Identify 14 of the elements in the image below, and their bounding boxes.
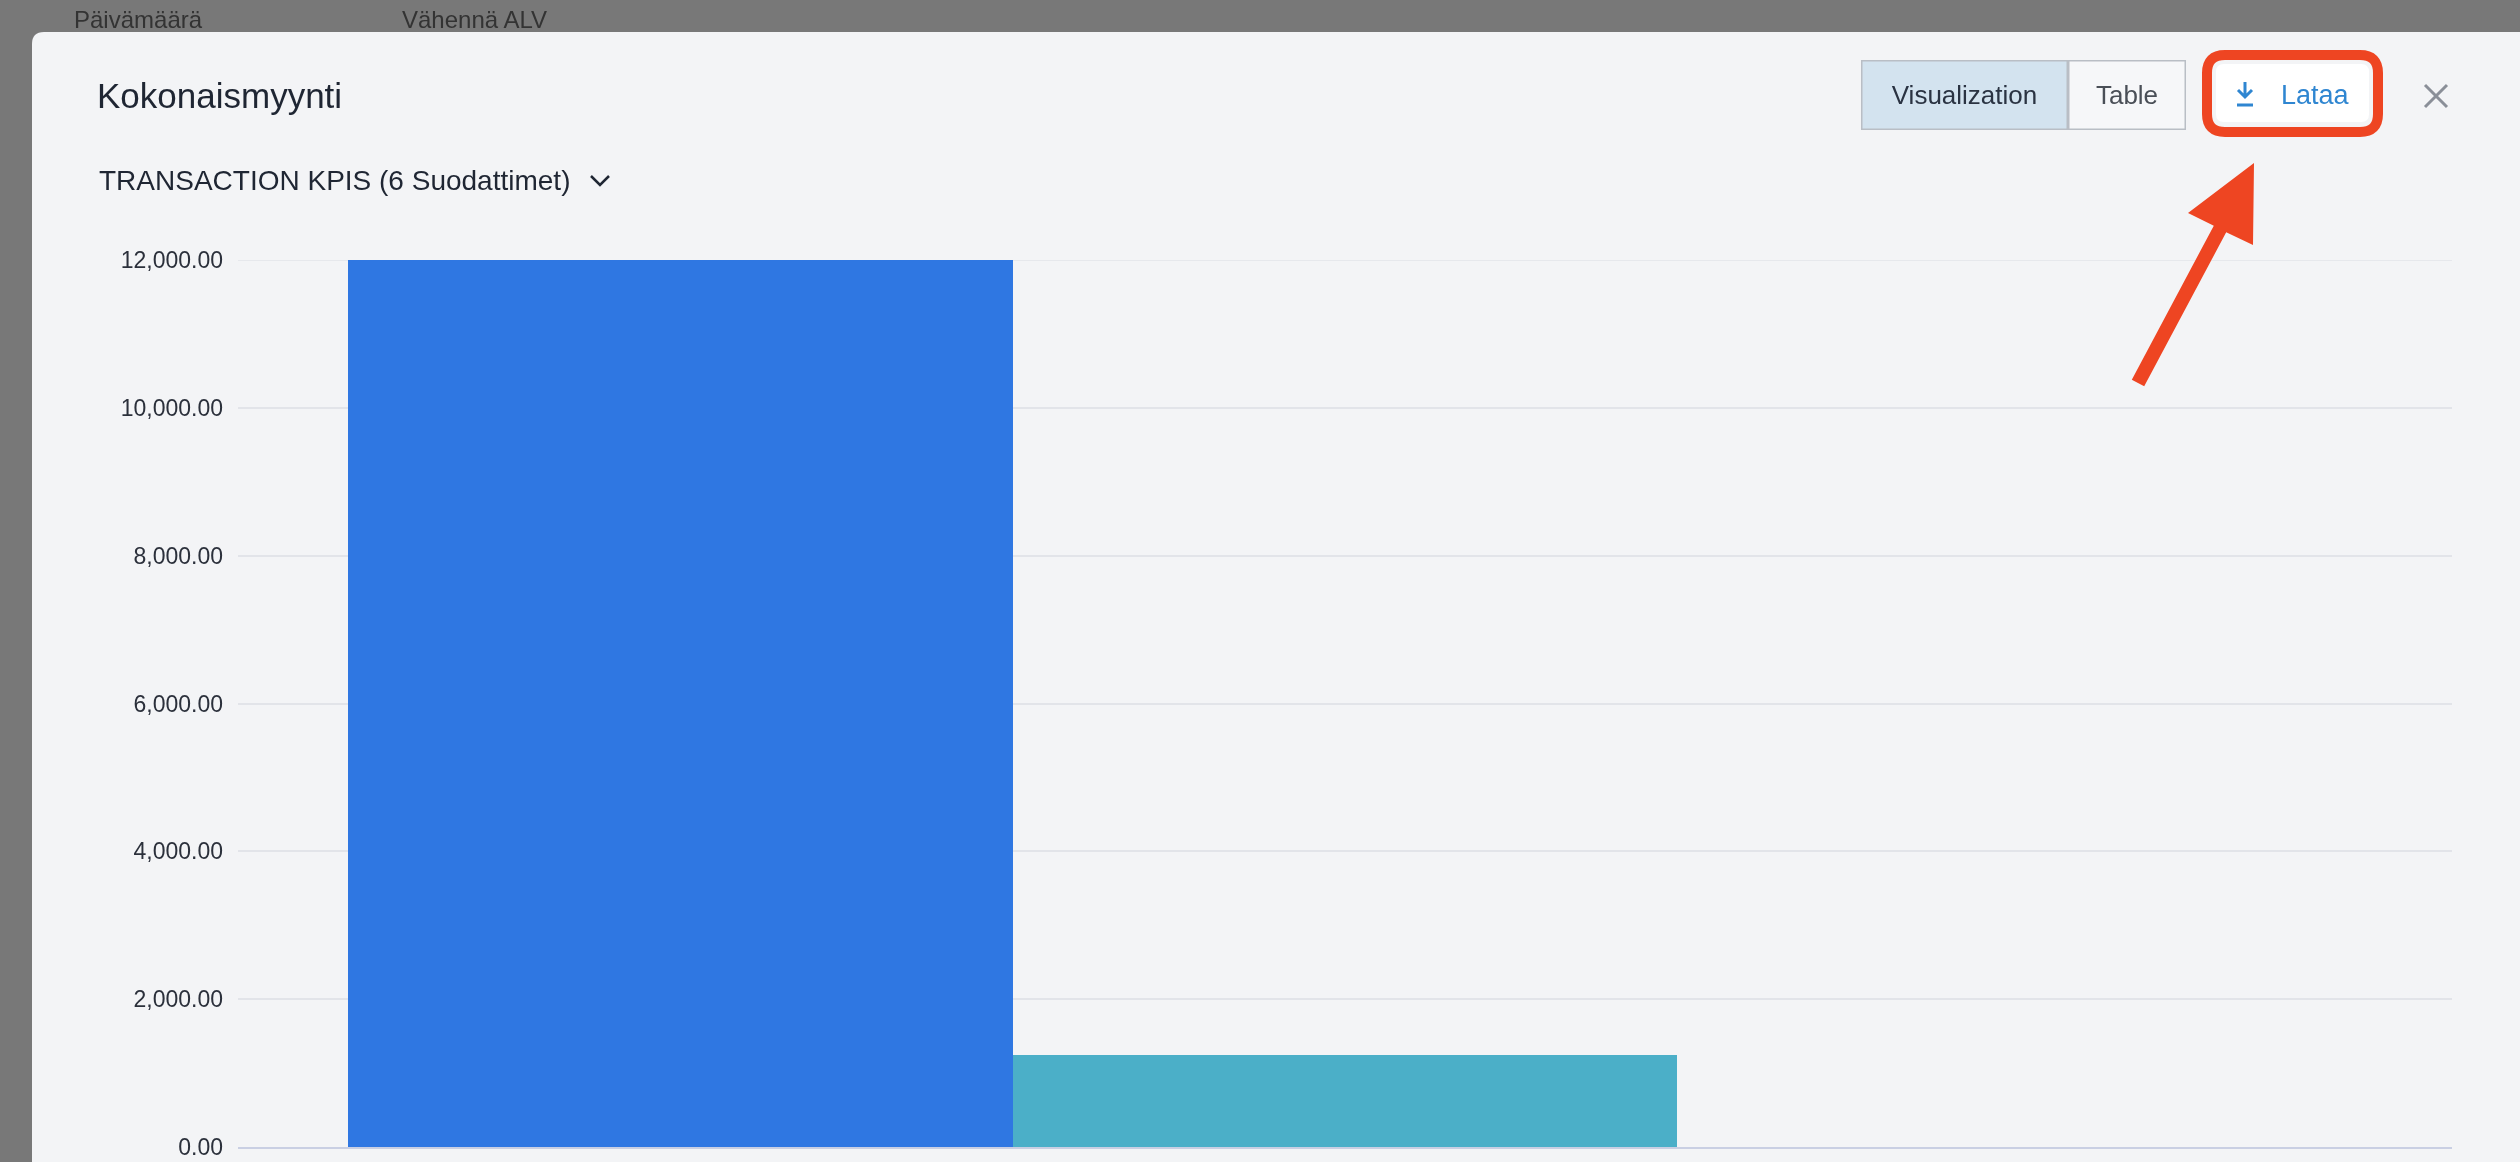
text: Lataa bbox=[2281, 80, 2350, 110]
text: Visualization bbox=[1891, 80, 2038, 110]
y-tick-label: 4,000.00 bbox=[133, 838, 223, 865]
y-tick-label: 8,000.00 bbox=[133, 542, 223, 569]
text: Vähennä ALV bbox=[402, 6, 548, 33]
y-tick-label: 12,000.00 bbox=[120, 247, 223, 274]
text: Päivämäärä bbox=[74, 6, 203, 33]
chart-subtitle: TRANSACTION KPIS (6 Suodattimet) bbox=[99, 165, 571, 196]
chart-title: Kokonaismyynti bbox=[97, 76, 343, 116]
text: Table bbox=[2095, 80, 2159, 110]
y-tick-label: 2,000.00 bbox=[133, 986, 223, 1013]
y-tick-label: 6,000.00 bbox=[133, 690, 223, 717]
y-tick-label: 10,000.00 bbox=[120, 394, 223, 421]
y-tick-label: 0.00 bbox=[178, 1134, 223, 1161]
